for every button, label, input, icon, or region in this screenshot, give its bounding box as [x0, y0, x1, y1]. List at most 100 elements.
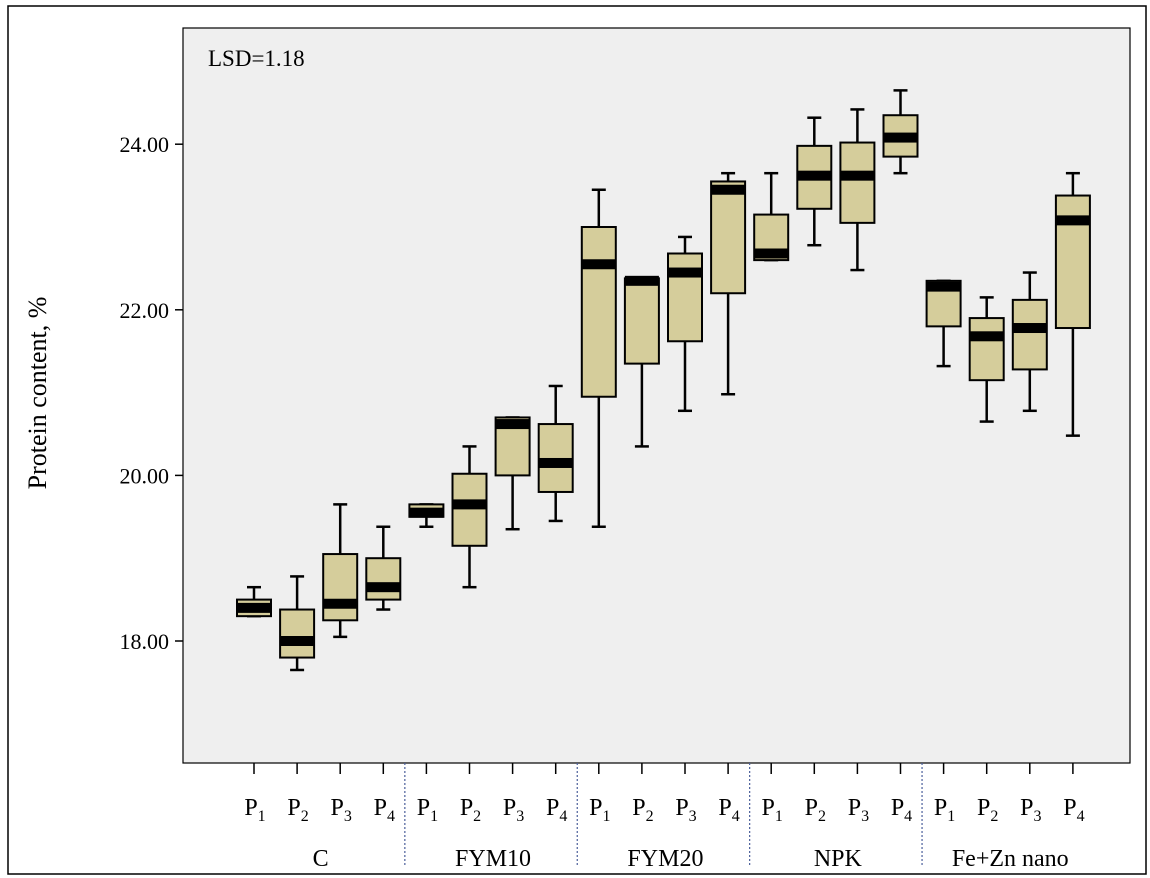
iqr-box [1011, 298, 1048, 371]
iqr-box [839, 141, 876, 224]
x-tick-label-main: P [589, 795, 602, 821]
x-tick-label: P1 [417, 795, 438, 825]
iqr-box [710, 180, 747, 295]
x-tick-label-main: P [762, 795, 775, 821]
x-tick-label: P3 [331, 795, 352, 825]
x-tick-label-sub: 3 [689, 808, 697, 825]
median-bar [969, 331, 1004, 342]
x-tick-label-main: P [848, 795, 861, 821]
x-tick-label-sub: 3 [344, 808, 352, 825]
iqr-box [365, 557, 402, 601]
median-bar [409, 507, 444, 518]
x-tick-label: P4 [1063, 795, 1084, 825]
x-tick-label: P3 [675, 795, 696, 825]
x-tick-label: P1 [589, 795, 610, 825]
y-tick-label: 18.00 [120, 629, 170, 654]
x-tick-label-main: P [460, 795, 473, 821]
median-bar [538, 457, 573, 468]
median-bar [237, 602, 271, 613]
x-tick-label-main: P [1063, 795, 1076, 821]
x-tick-label-sub: 4 [732, 808, 740, 825]
box-Fe+Zn nano-P4 [1054, 171, 1091, 437]
x-tick-label-sub: 2 [301, 808, 309, 825]
median-bar [366, 582, 401, 593]
x-tick-label: P3 [503, 795, 524, 825]
iqr-box [580, 226, 617, 398]
x-tick-label-sub: 1 [775, 808, 783, 825]
box-FYM10-P1 [408, 503, 445, 528]
x-tick-label-sub: 4 [559, 808, 567, 825]
x-tick-label: P3 [1020, 795, 1041, 825]
x-tick-label: P4 [891, 795, 912, 825]
box-FYM20-P3 [667, 235, 703, 413]
box-NPK-P1 [753, 171, 790, 262]
box-FYM20-P4 [710, 171, 747, 396]
x-tick-label-main: P [331, 795, 344, 821]
x-tick-label-main: P [287, 795, 300, 821]
x-tick-label-main: P [244, 795, 257, 821]
x-tick-label: P4 [718, 795, 739, 825]
x-tick-label-main: P [675, 795, 688, 821]
box-Fe+Zn nano-P2 [968, 296, 1005, 423]
x-tick-label-sub: 1 [258, 808, 266, 825]
x-tick-label-main: P [977, 795, 990, 821]
group-label: FYM10 [455, 846, 531, 872]
boxes-layer [236, 89, 1091, 672]
median-bar [840, 170, 875, 181]
iqr-box [279, 608, 316, 659]
y-tick-label: 24.00 [120, 132, 170, 157]
box-NPK-P3 [839, 108, 876, 272]
box-FYM20-P1 [580, 188, 617, 528]
median-bar [624, 275, 659, 286]
x-tick-label-main: P [503, 795, 516, 821]
x-tick-label-sub: 2 [818, 808, 826, 825]
median-bar [581, 259, 616, 270]
median-bar [883, 132, 918, 143]
median-bar [754, 248, 789, 259]
x-tick-label-main: P [546, 795, 559, 821]
x-tick-label-main: P [417, 795, 430, 821]
median-bar [1055, 215, 1090, 226]
median-bar [323, 598, 358, 609]
x-tick-label-main: P [1020, 795, 1033, 821]
median-bar [797, 170, 832, 181]
box-NPK-P4 [882, 89, 919, 175]
x-tick-label-sub: 4 [1077, 808, 1085, 825]
box-NPK-P2 [796, 116, 833, 247]
iqr-box [451, 472, 488, 547]
x-tick-label-main: P [374, 795, 387, 821]
median-bar [711, 184, 746, 195]
x-tick-label: P2 [632, 795, 653, 825]
lsd-annotation: LSD=1.18 [208, 46, 305, 71]
box-FYM10-P4 [537, 384, 574, 523]
x-tick-label: P2 [977, 795, 998, 825]
x-tick-label: P2 [805, 795, 826, 825]
median-bar [452, 499, 487, 510]
x-tick-label-main: P [934, 795, 947, 821]
x-tick-label: P1 [762, 795, 783, 825]
iqr-box [623, 277, 660, 365]
x-tick-label-sub: 2 [646, 808, 654, 825]
group-label: C [313, 846, 329, 872]
x-tick-label-sub: 2 [990, 808, 998, 825]
box-Fe+Zn nano-P3 [1011, 271, 1048, 413]
iqr-box [968, 317, 1005, 382]
box-C-P3 [322, 503, 359, 639]
x-tick-label-main: P [891, 795, 904, 821]
x-tick-label-sub: 4 [387, 808, 395, 825]
box-C-P2 [279, 575, 316, 672]
box-C-P4 [365, 525, 402, 611]
median-bar [926, 281, 961, 292]
x-tick-label: P4 [546, 795, 567, 825]
box-Fe+Zn nano-P1 [925, 279, 962, 368]
group-label: Fe+Zn nano [952, 846, 1069, 872]
x-tick-label: P4 [374, 795, 395, 825]
iqr-box [667, 252, 703, 343]
y-tick-label: 22.00 [120, 298, 170, 323]
median-bar [280, 636, 315, 646]
x-tick-label-sub: 1 [947, 808, 955, 825]
x-tick-label-sub: 4 [904, 808, 912, 825]
